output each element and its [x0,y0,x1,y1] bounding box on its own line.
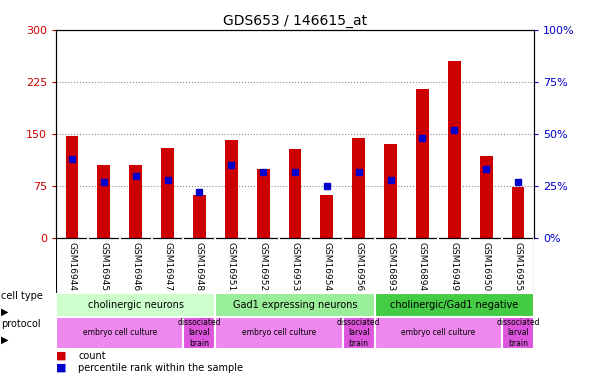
Bar [56,317,183,349]
Bar [215,292,375,317]
Text: GSM16955: GSM16955 [513,243,523,292]
Text: GSM16945: GSM16945 [99,243,109,292]
Text: cholinergic neurons: cholinergic neurons [88,300,183,310]
Bar [375,292,534,317]
Text: embryo cell culture: embryo cell culture [83,328,157,338]
Bar [289,149,301,238]
Text: GSM16894: GSM16894 [418,243,427,292]
Text: dissociated
larval
brain: dissociated larval brain [337,318,381,348]
Bar [193,195,206,238]
Bar [215,317,343,349]
Text: GSM16949: GSM16949 [450,243,459,292]
Text: cholinergic/Gad1 negative: cholinergic/Gad1 negative [390,300,519,310]
Bar [375,317,502,349]
Text: ■: ■ [56,363,67,373]
Bar [225,140,238,238]
Text: embryo cell culture: embryo cell culture [242,328,316,338]
Bar [448,61,461,238]
Text: GSM16947: GSM16947 [163,243,172,292]
Title: GDS653 / 146615_at: GDS653 / 146615_at [223,13,367,28]
Bar [343,317,375,349]
Bar [416,89,429,238]
Text: GSM16953: GSM16953 [290,243,300,292]
Bar [183,317,215,349]
Text: GSM16956: GSM16956 [354,243,363,292]
Text: GSM16951: GSM16951 [227,243,236,292]
Text: protocol: protocol [1,319,41,329]
Text: ▶: ▶ [1,307,9,316]
Text: dissociated
larval
brain: dissociated larval brain [496,318,540,348]
Text: dissociated
larval
brain: dissociated larval brain [178,318,221,348]
Text: GSM16946: GSM16946 [131,243,140,292]
Bar [384,144,397,238]
Text: ▶: ▶ [1,334,9,345]
Text: cell type: cell type [1,291,43,301]
Text: percentile rank within the sample: percentile rank within the sample [78,363,244,373]
Text: count: count [78,351,106,361]
Text: GSM16893: GSM16893 [386,243,395,292]
Bar [512,188,525,238]
Bar [480,156,493,238]
Bar [352,138,365,238]
Text: embryo cell culture: embryo cell culture [401,328,476,338]
Bar [129,165,142,238]
Text: Gad1 expressing neurons: Gad1 expressing neurons [232,300,358,310]
Text: ■: ■ [56,351,67,361]
Bar [97,165,110,238]
Bar [320,195,333,238]
Text: GSM16948: GSM16948 [195,243,204,292]
Bar [502,317,534,349]
Text: GSM16952: GSM16952 [258,243,268,292]
Bar [56,292,215,317]
Text: GSM16944: GSM16944 [67,243,77,291]
Bar [161,148,174,238]
Bar [65,136,78,238]
Text: GSM16950: GSM16950 [481,243,491,292]
Bar [257,169,270,238]
Text: GSM16954: GSM16954 [322,243,332,292]
